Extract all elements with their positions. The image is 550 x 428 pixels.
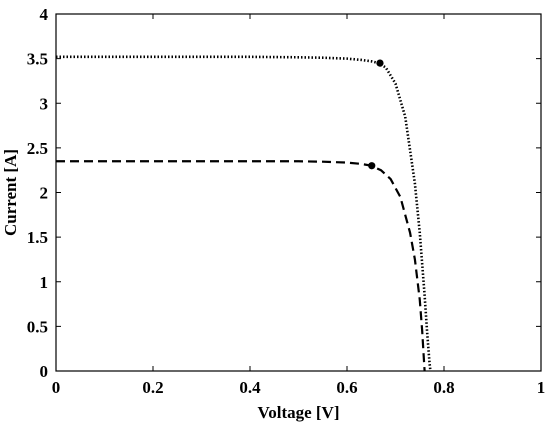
- y-tick-label: 4: [40, 5, 49, 24]
- y-tick-label: 0.5: [27, 317, 48, 336]
- x-tick-label: 0.4: [239, 378, 261, 397]
- x-tick-label: 0.6: [336, 378, 357, 397]
- y-tick-label: 1: [40, 273, 49, 292]
- y-tick-label: 3: [40, 94, 49, 113]
- y-tick-label: 2: [40, 184, 49, 203]
- x-tick-label: 0.2: [142, 378, 163, 397]
- x-tick-label: 0: [52, 378, 61, 397]
- x-tick-label: 1: [537, 378, 546, 397]
- plot-area: [56, 14, 541, 371]
- y-axis-title: Current [A]: [1, 149, 20, 236]
- max-power-point-2: [368, 162, 376, 170]
- x-tick-label: 0.8: [433, 378, 454, 397]
- tick-layer: 0 0.2 0.4 0.6 0.8 1 0 0.5 1 1.5 2 2.5 3 3.5 4: [27, 5, 546, 397]
- series-line-2-dashed: [56, 160, 426, 372]
- plot-frame: [55, 13, 542, 372]
- y-tick-label: 3.5: [27, 50, 48, 69]
- y-tick-label: 0: [40, 362, 49, 381]
- x-axis-title: Voltage [V]: [258, 403, 340, 422]
- max-power-point-1: [376, 59, 384, 67]
- y-tick-label: 2.5: [27, 139, 48, 158]
- series-layer: [56, 55, 432, 372]
- series-line-1-dotted: [56, 55, 432, 372]
- y-tick-label: 1.5: [27, 228, 48, 247]
